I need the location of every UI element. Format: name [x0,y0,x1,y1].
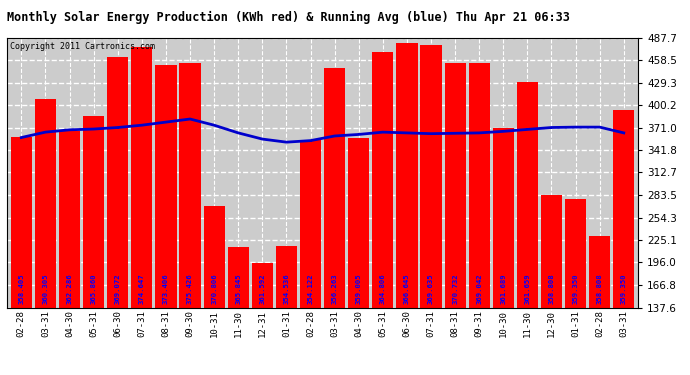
Text: 362.286: 362.286 [66,274,72,304]
Text: 356.263: 356.263 [332,274,337,304]
Bar [228,247,249,375]
Text: 369.635: 369.635 [428,274,434,304]
Text: 365.845: 365.845 [235,274,242,304]
Bar [565,199,586,375]
Text: 361.592: 361.592 [259,274,266,304]
Text: 358.808: 358.808 [549,274,555,304]
Bar [179,63,201,375]
Text: 375.426: 375.426 [187,274,193,304]
Text: 354.122: 354.122 [308,274,313,304]
Text: Copyright 2011 Cartronics.com: Copyright 2011 Cartronics.com [10,42,155,51]
Bar [276,246,297,375]
Text: 366.645: 366.645 [404,274,410,304]
Bar [155,65,177,375]
Text: 373.406: 373.406 [163,274,169,304]
Bar [59,131,80,375]
Bar [324,68,345,375]
Bar [541,195,562,375]
Bar [348,138,369,375]
Bar [469,63,490,375]
Bar [131,47,152,375]
Text: 358.808: 358.808 [597,274,602,304]
Text: 361.659: 361.659 [524,274,531,304]
Text: 359.350: 359.350 [573,274,579,304]
Bar [493,128,514,375]
Bar [372,52,393,375]
Bar [589,236,610,375]
Text: 369.072: 369.072 [115,274,121,304]
Bar [204,206,225,375]
Bar [107,57,128,375]
Bar [11,137,32,375]
Text: 370.806: 370.806 [211,274,217,304]
Bar [300,140,321,375]
Bar [517,82,538,375]
Text: 370.732: 370.732 [452,274,458,304]
Text: 364.806: 364.806 [380,274,386,304]
Bar [420,45,442,375]
Text: 358.405: 358.405 [19,274,24,304]
Text: 354.536: 354.536 [284,274,289,304]
Text: Monthly Solar Energy Production (KWh red) & Running Avg (blue) Thu Apr 21 06:33: Monthly Solar Energy Production (KWh red… [7,11,570,24]
Text: 359.350: 359.350 [621,274,627,304]
Bar [444,63,466,375]
Text: 369.042: 369.042 [476,274,482,304]
Text: 359.005: 359.005 [356,274,362,304]
Bar [613,110,634,375]
Text: 361.689: 361.689 [500,274,506,304]
Text: 360.305: 360.305 [43,274,48,304]
Bar [396,44,417,375]
Bar [35,99,56,375]
Bar [83,116,104,375]
Bar [252,263,273,375]
Text: 365.860: 365.860 [90,274,97,304]
Text: 374.647: 374.647 [139,274,145,304]
